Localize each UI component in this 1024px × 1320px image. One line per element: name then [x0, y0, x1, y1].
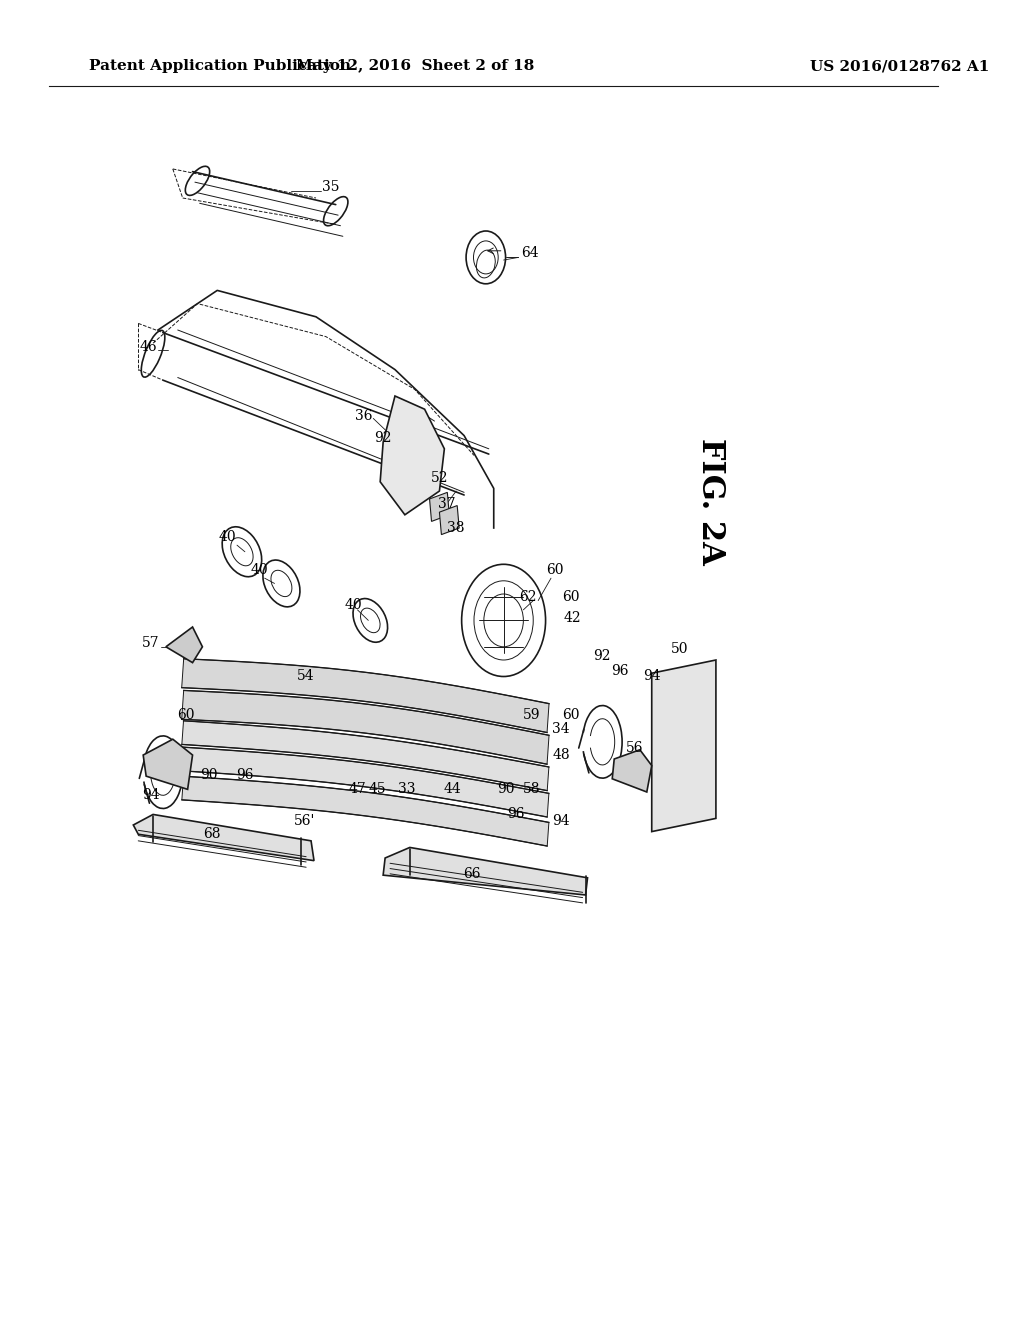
- Text: 57: 57: [142, 636, 160, 649]
- Text: 94: 94: [552, 814, 569, 828]
- Polygon shape: [182, 776, 549, 846]
- Text: 96: 96: [611, 664, 629, 677]
- Text: 45: 45: [369, 783, 386, 796]
- Text: Patent Application Publication: Patent Application Publication: [89, 59, 351, 74]
- Text: 62: 62: [519, 590, 537, 603]
- Text: FIG. 2A: FIG. 2A: [695, 438, 726, 565]
- Polygon shape: [612, 750, 651, 792]
- Polygon shape: [429, 492, 450, 521]
- Text: 47: 47: [348, 783, 367, 796]
- Text: 36: 36: [354, 409, 372, 422]
- Text: 60: 60: [177, 709, 195, 722]
- Text: 38: 38: [447, 521, 465, 535]
- Text: 37: 37: [437, 498, 455, 511]
- Text: 50: 50: [671, 643, 688, 656]
- Text: 94: 94: [142, 788, 160, 801]
- Text: 54: 54: [297, 669, 315, 682]
- Text: 64: 64: [521, 247, 539, 260]
- Text: 96: 96: [507, 808, 524, 821]
- Text: 40: 40: [218, 531, 236, 544]
- Text: 33: 33: [398, 783, 416, 796]
- Text: 56': 56': [294, 814, 314, 828]
- Text: May 12, 2016  Sheet 2 of 18: May 12, 2016 Sheet 2 of 18: [296, 59, 534, 74]
- Polygon shape: [181, 690, 549, 764]
- Polygon shape: [166, 627, 203, 663]
- Text: 40: 40: [345, 598, 362, 611]
- Text: 90: 90: [201, 768, 218, 781]
- Text: 92: 92: [375, 432, 392, 445]
- Text: 35: 35: [323, 181, 340, 194]
- Polygon shape: [181, 659, 549, 733]
- Text: 94: 94: [643, 669, 660, 682]
- Text: US 2016/0128762 A1: US 2016/0128762 A1: [810, 59, 989, 74]
- Text: 46: 46: [139, 341, 157, 354]
- Text: 58: 58: [522, 783, 540, 796]
- Text: 59: 59: [522, 709, 540, 722]
- Polygon shape: [651, 660, 716, 832]
- Text: 44: 44: [443, 783, 461, 796]
- Text: 52: 52: [431, 471, 449, 484]
- Text: 60: 60: [562, 709, 580, 722]
- Text: 60: 60: [562, 590, 580, 603]
- Text: 68: 68: [204, 828, 221, 841]
- Text: 40: 40: [251, 564, 268, 577]
- Text: 48: 48: [552, 748, 569, 762]
- Polygon shape: [383, 847, 588, 895]
- Text: 92: 92: [594, 649, 611, 663]
- Text: 42: 42: [564, 611, 582, 624]
- Polygon shape: [182, 721, 549, 791]
- Text: 66: 66: [463, 867, 480, 880]
- Polygon shape: [182, 747, 549, 817]
- Text: 34: 34: [552, 722, 569, 735]
- Polygon shape: [439, 506, 459, 535]
- Polygon shape: [143, 739, 193, 789]
- Text: 56: 56: [627, 742, 644, 755]
- Polygon shape: [133, 814, 314, 861]
- Text: 60: 60: [546, 564, 563, 577]
- Polygon shape: [380, 396, 444, 515]
- Text: 96: 96: [237, 768, 254, 781]
- Text: 90: 90: [497, 783, 514, 796]
